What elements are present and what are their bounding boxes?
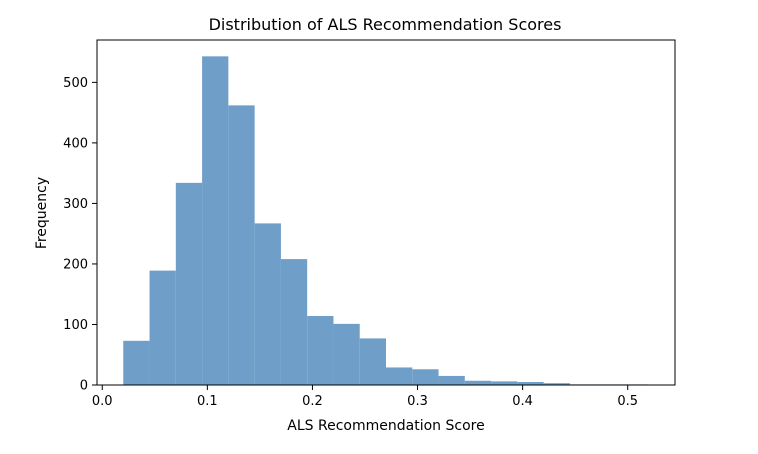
y-tick-label: 300 [63, 197, 88, 212]
histogram-bar [149, 270, 176, 385]
y-tick-label: 400 [63, 136, 88, 151]
histogram-bar [491, 381, 518, 385]
histogram-bar [438, 375, 465, 385]
histogram-bars [123, 56, 649, 386]
y-tick-label: 0 [80, 379, 88, 394]
histogram-bar [307, 316, 334, 385]
histogram-bar [543, 383, 570, 385]
x-tick-label: 0.5 [617, 394, 638, 409]
histogram-bar [254, 223, 281, 385]
histogram-bar [333, 323, 360, 385]
histogram-bar [359, 338, 386, 385]
y-axis-ticks: 0 100 200 300 400 500 [63, 76, 97, 394]
histogram-bar [386, 367, 413, 385]
y-tick-label: 200 [63, 257, 88, 272]
histogram-bar [175, 182, 203, 385]
histogram-bar [202, 56, 229, 386]
x-axis-label: ALS Recommendation Score [287, 418, 484, 434]
histogram-bar [123, 340, 150, 385]
x-tick-label: 0.3 [407, 394, 428, 409]
plot-frame [96, 39, 676, 386]
x-tick-label: 0.0 [92, 394, 113, 409]
y-tick-label: 500 [63, 76, 88, 91]
histogram-bar [280, 259, 308, 385]
y-axis-label: Frequency [34, 177, 50, 249]
histogram-bar [517, 381, 544, 385]
y-tick-label: 100 [63, 318, 88, 333]
x-tick-label: 0.4 [512, 394, 533, 409]
chart-title: Distribution of ALS Recommendation Score… [209, 15, 562, 34]
x-axis-ticks: 0.0 0.1 0.2 0.3 0.4 0.5 [92, 385, 638, 409]
histogram-bar [412, 369, 439, 385]
x-tick-label: 0.1 [197, 394, 218, 409]
histogram-bar [464, 380, 492, 385]
x-tick-label: 0.2 [302, 394, 323, 409]
histogram-bar [228, 105, 255, 386]
